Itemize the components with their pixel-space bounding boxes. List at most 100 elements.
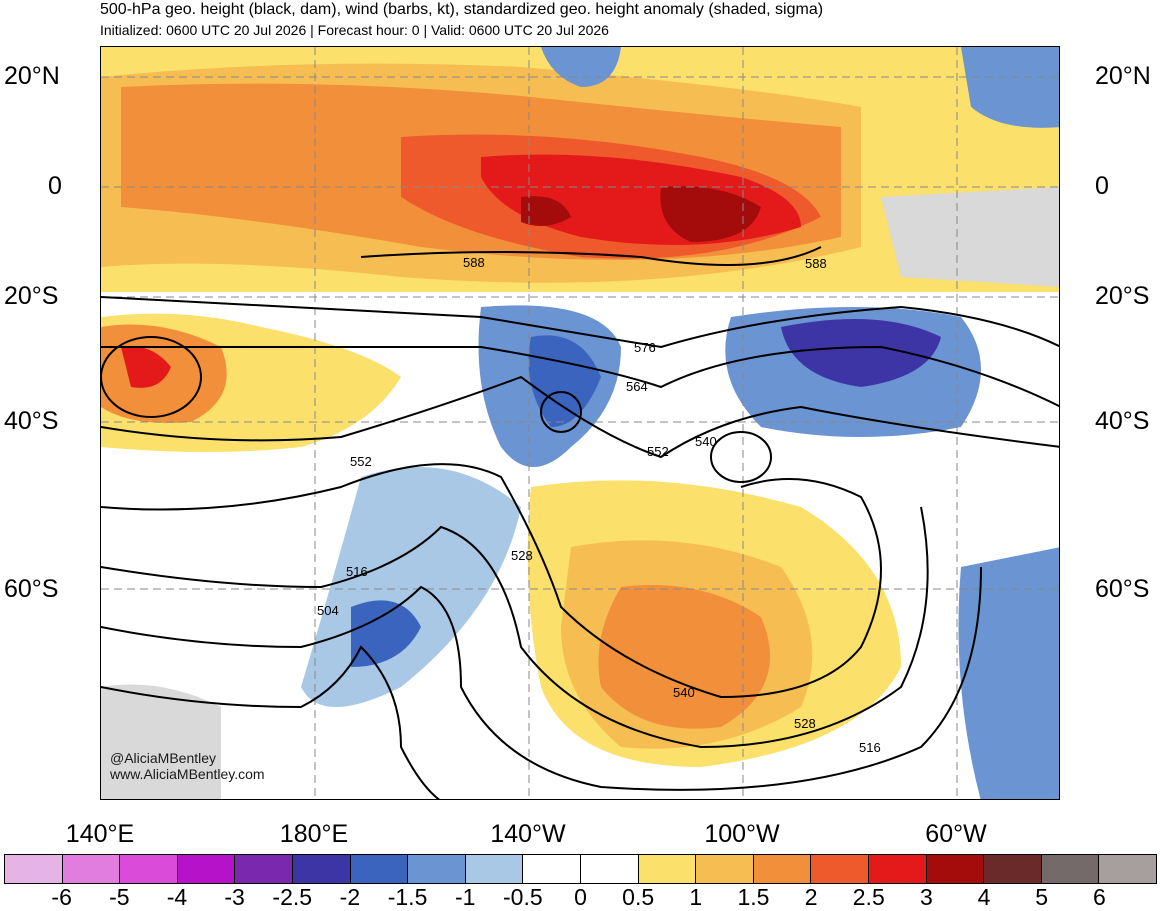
colorbar-swatch [868, 855, 927, 883]
anomaly-shading [101, 47, 1059, 799]
contour-low-center-2 [710, 431, 772, 483]
colorbar-label: -1.5 [387, 884, 428, 910]
contour-label: 528 [511, 548, 533, 563]
contour-588 [360, 246, 822, 266]
colorbar-swatch [984, 855, 1042, 883]
lon-label: 180°E [279, 820, 349, 848]
colorbar-swatch [120, 855, 178, 883]
contour-label: 564 [626, 379, 648, 394]
lat-label-right: 40°S [1095, 407, 1150, 435]
colorbar-label: 6 [1092, 884, 1106, 910]
colorbar-swatch [350, 855, 409, 883]
contour-576 [101, 296, 1059, 349]
map-gridlines [101, 47, 1059, 799]
colorbar-swatch [638, 855, 697, 883]
colorbar-label: 2.5 [852, 884, 885, 910]
lat-label-left: 20°N [4, 62, 60, 90]
contour-label-group: 588 588 576 564 552 552 540 540 528 528 … [317, 255, 881, 755]
lat-label-left: 40°S [4, 407, 59, 435]
colorbar-swatch [62, 855, 121, 883]
colorbar-swatch [292, 855, 351, 883]
colorbar-label: -0.5 [503, 884, 543, 910]
colorbar-label: 0 [574, 884, 587, 910]
anomaly-band-4b [521, 196, 571, 226]
colorbar-label: -6 [51, 884, 72, 910]
colorbar-swatch [1041, 855, 1100, 883]
map-subtitle: Initialized: 0600 UTC 20 Jul 2026 | Fore… [100, 22, 609, 38]
lat-label-right: 0 [1095, 172, 1109, 200]
contour-label: 516 [346, 564, 368, 579]
contour-label: 504 [317, 603, 339, 618]
colorbar-swatch [465, 855, 524, 883]
credit-text: @AliciaMBentley www.AliciaMBentley.com [110, 750, 265, 782]
colorbar-label: 0.5 [622, 884, 655, 910]
contour-540 [101, 463, 882, 699]
contour-label: 588 [463, 255, 485, 270]
credit-handle: @AliciaMBentley [110, 750, 217, 766]
map-title: 500-hPa geo. height (black, dam), wind (… [100, 1, 824, 18]
contour-low-center-1 [540, 391, 582, 433]
lat-label-right: 60°S [1095, 575, 1150, 603]
landmass-antarctic [101, 684, 221, 799]
colorbar-label: 1 [689, 884, 703, 910]
landmass-gray [881, 187, 1059, 287]
anomaly-se-neg [958, 547, 1059, 799]
lon-label: 100°W [704, 820, 780, 848]
contour-label: 576 [634, 340, 656, 355]
contour-label: 528 [794, 716, 816, 731]
lon-label: 140°E [65, 820, 135, 848]
colorbar-swatch [5, 855, 63, 883]
colorbar-label: -5 [109, 884, 130, 910]
colorbar-label: 3 [919, 884, 933, 910]
anomaly-negative-ne [961, 47, 1059, 128]
colorbar-label: 2 [804, 884, 818, 910]
anomaly-sw-neg-core [351, 600, 421, 667]
contour-504 [101, 645, 441, 799]
colorbar-label: 4 [977, 884, 991, 910]
contour-label: 588 [805, 256, 827, 271]
contour-label: 540 [673, 685, 695, 700]
contour-516 [101, 566, 982, 791]
contour-label: 552 [350, 454, 372, 469]
map-canvas: 588 588 576 564 552 552 540 540 528 528 … [101, 47, 1059, 799]
contour-564 [101, 345, 1059, 408]
lon-label: 60°W [925, 820, 987, 848]
contour-label: 540 [695, 434, 717, 449]
anomaly-sw-max [121, 346, 171, 388]
lat-label-left: 0 [48, 172, 62, 200]
contour-552 [101, 375, 1059, 459]
anomaly-south-positive-2 [598, 585, 770, 729]
lon-label: 140°W [490, 820, 566, 848]
contour-528 [101, 506, 929, 749]
colorbar-label: -2.5 [272, 884, 313, 910]
colorbar-label: -2 [339, 884, 361, 910]
height-contours [101, 246, 1059, 799]
lat-label-right: 20°S [1095, 282, 1150, 310]
anomaly-band-4 [660, 186, 761, 242]
colorbar-swatch [177, 855, 236, 883]
lat-label-left: 20°S [4, 282, 59, 310]
colorbar-label: 1.5 [737, 884, 770, 910]
colorbar-label: 5 [1035, 884, 1049, 910]
colorbar-swatch [580, 855, 639, 883]
colorbar-swatch [811, 855, 869, 883]
lat-label-left: 60°S [4, 575, 59, 603]
colorbar-swatch [1099, 855, 1156, 883]
colorbar-swatch [926, 855, 985, 883]
anomaly-southeast-neg-core [781, 319, 941, 387]
colorbar-label: -1 [454, 884, 476, 910]
colorbar-label: -4 [166, 884, 188, 910]
colorbar-swatch [753, 855, 812, 883]
colorbar-swatch [696, 855, 754, 883]
colorbar [4, 854, 1157, 884]
credit-website: www.AliciaMBentley.com [110, 766, 265, 782]
colorbar-label: -3 [224, 884, 245, 910]
colorbar-swatch [408, 855, 466, 883]
colorbar-swatch [235, 855, 293, 883]
contour-label: 552 [647, 444, 669, 459]
lat-label-right: 20°N [1095, 62, 1151, 90]
anomaly-map: 588 588 576 564 552 552 540 540 528 528 … [100, 46, 1060, 800]
contour-high-sw [101, 336, 202, 418]
colorbar-swatch [523, 855, 581, 883]
contour-label: 516 [859, 740, 881, 755]
